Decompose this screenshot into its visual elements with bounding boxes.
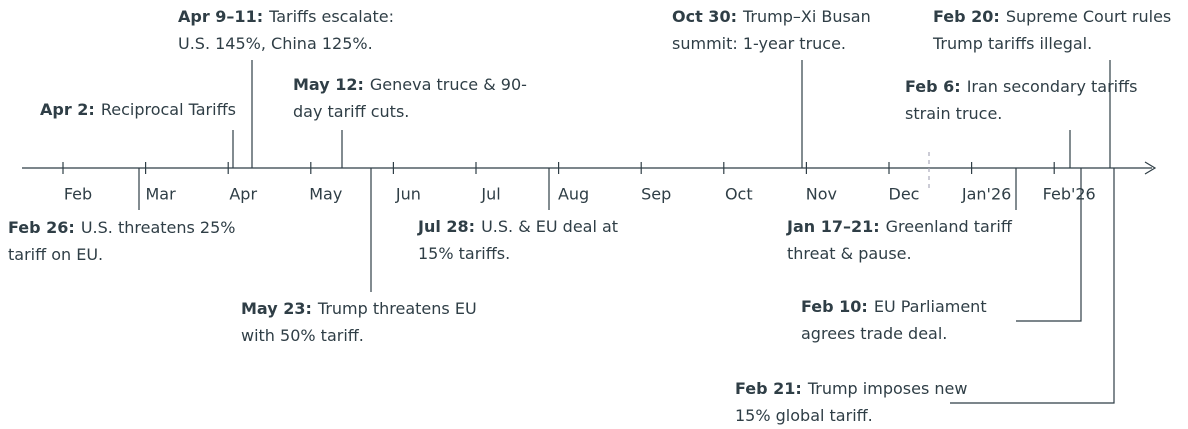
- event-text: Feb 26: U.S. threatens 25%: [8, 218, 235, 237]
- event: Jan 17–21: Greenland tariff threat & pause…: [786, 217, 1013, 263]
- event-text: Oct 30: Trump–Xi Busan: [672, 7, 871, 26]
- month-label: Aug: [558, 185, 589, 204]
- event-line: Trump tariffs illegal.: [932, 34, 1092, 53]
- event-text: tariff on EU.: [8, 245, 103, 264]
- event: Feb 20: Supreme Court rules Trump tariffs …: [932, 7, 1171, 53]
- event-line: with 50% tariff.: [241, 326, 364, 345]
- month-label: Mar: [146, 185, 177, 204]
- event-line: U.S. & EU deal at: [481, 217, 618, 236]
- month-label: Nov: [806, 185, 837, 204]
- leader-line: [950, 168, 1115, 404]
- event-line: EU Parliament: [874, 297, 987, 316]
- event-line: tariff on EU.: [8, 245, 103, 264]
- event-line: U.S. 145%, China 125%.: [178, 34, 373, 53]
- event-line: Supreme Court rules: [1006, 7, 1171, 26]
- event-text: May 23: Trump threatens EU: [241, 299, 477, 318]
- event: Apr 2: Reciprocal Tariffs: [40, 100, 236, 119]
- event: Apr 9–11: Tariffs escalate: U.S. 145%, Chi…: [178, 7, 394, 53]
- event-date: May 12:: [293, 75, 364, 94]
- event-line: summit: 1-year truce.: [672, 34, 846, 53]
- month-label: May: [309, 185, 342, 204]
- event-text: summit: 1-year truce.: [672, 34, 846, 53]
- month-label: Feb'26: [1043, 185, 1096, 204]
- event-text: 15% global tariff.: [735, 406, 873, 425]
- event-text: Apr 9–11: Tariffs escalate:: [178, 7, 394, 26]
- event: May 12: Geneva truce & 90- day tariff cuts…: [293, 75, 527, 121]
- event-date: Oct 30:: [672, 7, 737, 26]
- month-label: Jul: [480, 185, 500, 204]
- event-line: Greenland tariff: [886, 217, 1013, 236]
- event-text: U.S. 145%, China 125%.: [178, 34, 373, 53]
- event-text: strain truce.: [905, 104, 1002, 123]
- event: Feb 6: Iran secondary tariffs strain truce…: [905, 77, 1137, 123]
- event-text: Feb 21: Trump imposes new: [735, 379, 967, 398]
- event-line: threat & pause.: [787, 244, 912, 263]
- event-line: Trump imposes new: [807, 379, 968, 398]
- event-line: Trump threatens EU: [317, 299, 477, 318]
- event-text: agrees trade deal.: [801, 324, 947, 343]
- event-text: Jan 17–21: Greenland tariff: [786, 217, 1013, 236]
- event-date: Feb 26:: [8, 218, 75, 237]
- event-line: U.S. threatens 25%: [81, 218, 236, 237]
- event: Oct 30: Trump–Xi Busan summit: 1-year truc…: [672, 7, 871, 53]
- event-date: Feb 10:: [801, 297, 868, 316]
- event-text: threat & pause.: [787, 244, 912, 263]
- event-date: Feb 20:: [933, 7, 1000, 26]
- event-line: Trump–Xi Busan: [742, 7, 871, 26]
- event-date: Apr 9–11:: [178, 7, 263, 26]
- axis-arrow: [1144, 161, 1157, 175]
- event-date: Apr 2:: [40, 100, 95, 119]
- event-date: Jul 28:: [417, 217, 475, 236]
- event: Feb 26: U.S. threatens 25% tariff on EU.: [8, 218, 235, 264]
- month-label: Feb: [64, 185, 92, 204]
- event: Feb 10: EU Parliament agrees trade deal.: [801, 297, 987, 343]
- event-date: Feb 6:: [905, 77, 961, 96]
- event-line: day tariff cuts.: [293, 102, 409, 121]
- event-line: 15% global tariff.: [735, 406, 873, 425]
- event-text: Jul 28: U.S. & EU deal at: [417, 217, 618, 236]
- event: Feb 21: Trump imposes new 15% global tarif…: [735, 379, 967, 425]
- event-text: day tariff cuts.: [293, 102, 409, 121]
- event-line: Iran secondary tariffs: [967, 77, 1138, 96]
- leader-line: [1016, 168, 1082, 322]
- event-text: Trump tariffs illegal.: [932, 34, 1092, 53]
- event-text: Feb 20: Supreme Court rules: [933, 7, 1171, 26]
- event-text: Feb 10: EU Parliament: [801, 297, 987, 316]
- event-line: Tariffs escalate:: [268, 7, 394, 26]
- event-line: Reciprocal Tariffs: [101, 100, 236, 119]
- event-date: May 23:: [241, 299, 312, 318]
- event-text: with 50% tariff.: [241, 326, 364, 345]
- event-line: 15% tariffs.: [418, 244, 510, 263]
- month-label: Jun: [395, 185, 421, 204]
- event: May 23: Trump threatens EU with 50% tariff…: [241, 299, 477, 345]
- event: Jul 28: U.S. & EU deal at 15% tariffs.: [417, 217, 618, 263]
- event-text: Apr 2: Reciprocal Tariffs: [40, 100, 236, 119]
- event-date: Feb 21:: [735, 379, 802, 398]
- month-label: Sep: [641, 185, 671, 204]
- event-text: Feb 6: Iran secondary tariffs: [905, 77, 1137, 96]
- month-label: Oct: [725, 185, 753, 204]
- month-label: Apr: [229, 185, 257, 204]
- event-line: Geneva truce & 90-: [370, 75, 527, 94]
- event-text: 15% tariffs.: [418, 244, 510, 263]
- month-label: Dec: [889, 185, 920, 204]
- event-date: Jan 17–21:: [786, 217, 880, 236]
- event-line: agrees trade deal.: [801, 324, 947, 343]
- event-text: May 12: Geneva truce & 90-: [293, 75, 527, 94]
- month-label: Jan'26: [961, 185, 1011, 204]
- event-line: strain truce.: [905, 104, 1002, 123]
